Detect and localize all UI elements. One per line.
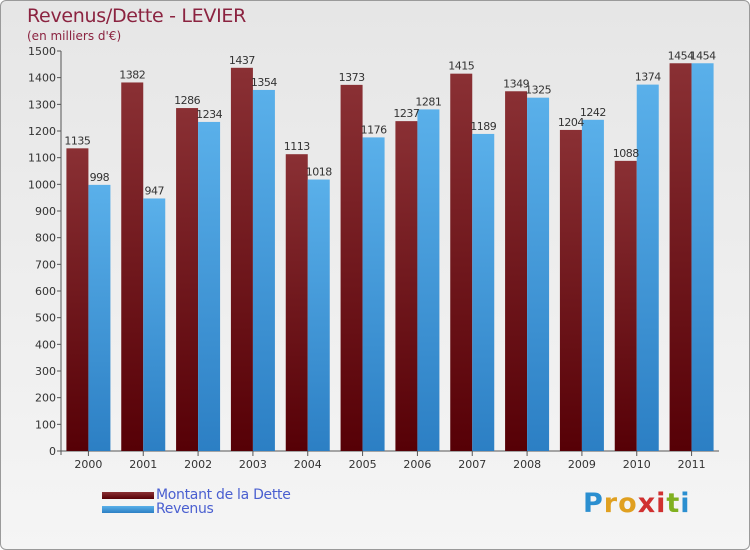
revenue-bar xyxy=(636,84,659,451)
x-tick-label: 2006 xyxy=(403,458,431,471)
revenue-bar xyxy=(417,109,440,452)
x-tick-label: 2010 xyxy=(623,458,651,471)
debt-value-label: 1373 xyxy=(339,71,365,84)
logo-letter: x xyxy=(637,488,657,519)
debt-value-label: 1135 xyxy=(64,134,90,147)
y-tick-label: 1100 xyxy=(28,152,56,165)
debt-bar xyxy=(614,160,637,451)
revenue-bar xyxy=(362,137,385,451)
revenue-value-label: 1454 xyxy=(690,49,716,62)
revenue-value-label: 1242 xyxy=(580,106,606,119)
debt-value-label: 1088 xyxy=(613,147,639,160)
debt-bar xyxy=(230,67,253,452)
y-tick-label: 700 xyxy=(35,258,56,271)
y-tick-label: 0 xyxy=(49,445,56,458)
legend-label-revenue: Revenus xyxy=(156,501,214,517)
x-tick-label: 2001 xyxy=(129,458,157,471)
revenue-bar xyxy=(527,97,550,452)
debt-value-label: 1204 xyxy=(558,116,584,129)
x-tick-label: 2002 xyxy=(184,458,212,471)
debt-value-label: 1349 xyxy=(503,77,529,90)
x-tick-label: 2008 xyxy=(513,458,541,471)
revenue-bar xyxy=(143,198,166,451)
logo-letter: t xyxy=(666,488,681,519)
y-tick-label: 1500 xyxy=(28,45,56,58)
debt-bar xyxy=(340,84,363,451)
debt-value-label: 1286 xyxy=(174,94,200,107)
legend-item-revenue: Revenus xyxy=(102,501,214,517)
logo-letter: o xyxy=(618,488,638,519)
debt-bar xyxy=(176,108,199,452)
y-tick-label: 300 xyxy=(35,365,56,378)
debt-value-label: 1437 xyxy=(229,54,255,67)
revenue-bar xyxy=(252,89,275,451)
x-tick-label: 2004 xyxy=(294,458,322,471)
revenue-bar xyxy=(691,63,714,452)
debt-value-label: 1382 xyxy=(119,68,145,81)
debt-bar xyxy=(66,148,89,452)
chart-title: Revenus/Dette - LEVIER xyxy=(27,5,246,27)
y-tick-label: 1300 xyxy=(28,98,56,111)
y-tick-label: 100 xyxy=(35,418,56,431)
revenue-bar xyxy=(88,184,111,451)
debt-value-label: 1237 xyxy=(393,107,419,120)
y-tick-label: 1400 xyxy=(28,72,56,85)
debt-bar xyxy=(121,82,144,451)
x-tick-label: 2009 xyxy=(568,458,596,471)
logo-letter: i xyxy=(680,488,691,519)
debt-bar xyxy=(450,73,473,452)
legend-swatch-revenue xyxy=(102,505,154,513)
revenue-value-label: 998 xyxy=(90,171,110,184)
x-tick-label: 2000 xyxy=(74,458,102,471)
y-tick-label: 900 xyxy=(35,205,56,218)
y-tick-label: 500 xyxy=(35,312,56,325)
revenue-value-label: 1281 xyxy=(415,95,441,108)
legend-label-debt: Montant de la Dette xyxy=(156,487,291,503)
legend-item-debt: Montant de la Dette xyxy=(102,487,291,503)
x-tick-label: 2005 xyxy=(349,458,377,471)
y-tick-label: 400 xyxy=(35,338,56,351)
revenue-bar xyxy=(198,121,221,451)
debt-value-label: 1415 xyxy=(448,60,474,73)
revenue-bar xyxy=(307,179,330,452)
debt-bar xyxy=(559,129,582,451)
debt-bar xyxy=(285,154,308,451)
y-tick-label: 200 xyxy=(35,392,56,405)
y-tick-label: 600 xyxy=(35,285,56,298)
y-tick-label: 800 xyxy=(35,232,56,245)
revenue-value-label: 1018 xyxy=(306,166,332,179)
debt-value-label: 1113 xyxy=(284,140,310,153)
revenue-value-label: 1189 xyxy=(470,120,496,133)
debt-value-label: 1454 xyxy=(668,49,694,62)
debt-bar xyxy=(395,121,418,451)
logo-letter: P xyxy=(583,488,604,519)
revenue-value-label: 1354 xyxy=(251,76,277,89)
x-tick-label: 2011 xyxy=(678,458,706,471)
proxiti-logo: Proxiti xyxy=(583,488,691,519)
revenue-value-label: 1176 xyxy=(361,123,387,136)
x-tick-label: 2003 xyxy=(239,458,267,471)
logo-letter: i xyxy=(656,488,667,519)
debt-bar xyxy=(669,63,692,452)
revenue-value-label: 947 xyxy=(145,184,165,197)
debt-bar xyxy=(505,91,528,452)
y-tick-label: 1200 xyxy=(28,125,56,138)
logo-letter: r xyxy=(603,488,619,519)
revenue-bar xyxy=(472,133,495,451)
legend-swatch-debt xyxy=(102,491,154,499)
revenue-value-label: 1374 xyxy=(635,71,661,84)
revenue-value-label: 1325 xyxy=(525,84,551,97)
revenue-value-label: 1234 xyxy=(196,108,222,121)
x-tick-label: 2007 xyxy=(458,458,486,471)
y-tick-label: 1000 xyxy=(28,178,56,191)
chart-subtitle: (en milliers d'€) xyxy=(27,29,122,43)
revenue-bar xyxy=(581,119,604,452)
